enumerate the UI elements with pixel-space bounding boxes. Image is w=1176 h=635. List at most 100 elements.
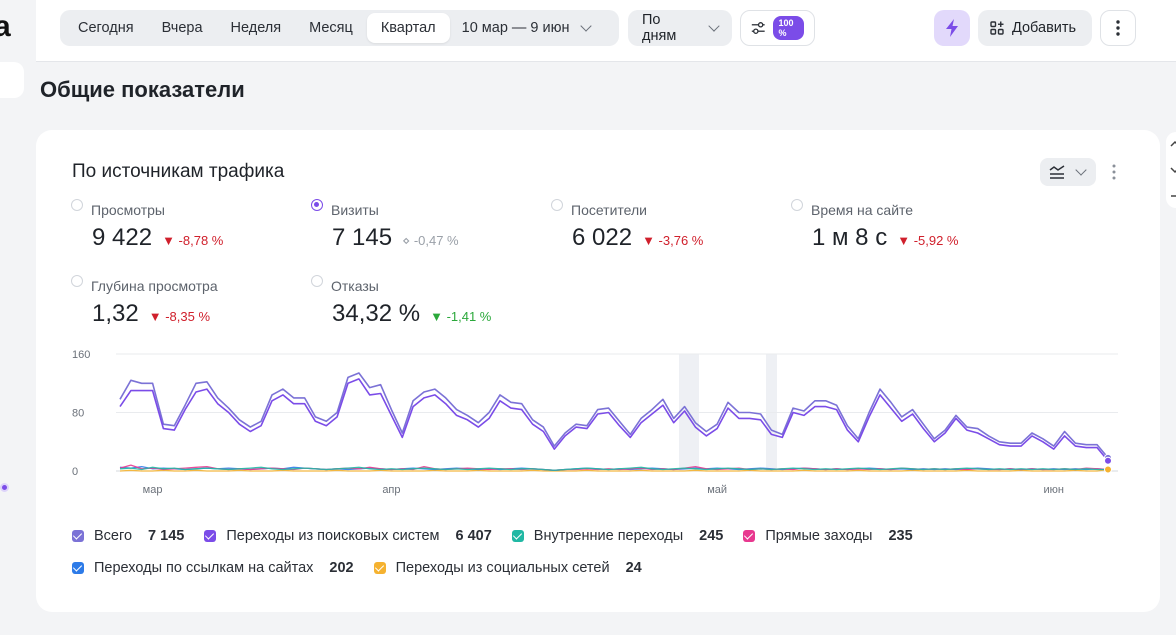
- metric-radio[interactable]: [71, 275, 83, 287]
- legend-item-search[interactable]: Переходы из поисковых систем 6 407: [204, 528, 492, 544]
- period-week-button[interactable]: Неделя: [230, 20, 282, 36]
- series-endpoint: [1104, 456, 1112, 465]
- chevron-icons: [1170, 140, 1176, 197]
- period-month-button[interactable]: Месяц: [309, 20, 353, 36]
- add-widget-button[interactable]: Добавить: [978, 10, 1092, 46]
- metric-radio[interactable]: [311, 275, 323, 287]
- metric-depth[interactable]: Глубина просмотра 1,32 ▼ -8,35 %: [71, 275, 292, 328]
- x-tick-label: апр: [382, 484, 400, 496]
- period-today-button[interactable]: Сегодня: [78, 20, 134, 36]
- metric-delta: ▼ -8,35 %: [148, 309, 211, 324]
- metric-delta: ⋄ -0,47 %: [402, 233, 459, 248]
- metric-label: Просмотры: [91, 202, 165, 218]
- legend-value: 202: [329, 560, 354, 576]
- metric-time-on-site[interactable]: Время на сайте 1 м 8 с ▼ -5,92 %: [791, 199, 1012, 252]
- metric-delta: ▼ -8,78 %: [162, 233, 224, 248]
- side-scroll-controls[interactable]: [1166, 132, 1176, 208]
- series-line: [119, 372, 1109, 459]
- legend-value: 245: [699, 528, 724, 544]
- chevron-down-icon: [708, 19, 720, 32]
- metric-value: 9 422: [92, 224, 153, 251]
- metric-radio-selected[interactable]: [311, 199, 323, 211]
- legend-item-referral[interactable]: Переходы по ссылкам на сайтах 202: [72, 560, 354, 576]
- legend-value: 6 407: [455, 528, 492, 544]
- metric-label: Время на сайте: [811, 202, 914, 218]
- metric-value: 1,32: [92, 300, 139, 327]
- metric-pageviews[interactable]: Просмотры 9 422 ▼ -8,78 %: [71, 199, 292, 252]
- report-toolbar: Сегодня Вчера Неделя Месяц Квартал 10 ма…: [36, 0, 1176, 62]
- legend-label: Переходы из поисковых систем: [226, 528, 440, 544]
- toolbar-more-button[interactable]: [1100, 10, 1136, 46]
- legend-value: 235: [888, 528, 913, 544]
- legend-label: Переходы из социальных сетей: [395, 560, 610, 576]
- grouping-label: По дням: [642, 12, 677, 44]
- add-widget-label: Добавить: [1012, 20, 1077, 36]
- legend-item-total[interactable]: Всего 7 145: [72, 528, 184, 544]
- metric-radio[interactable]: [71, 199, 83, 211]
- widget-more-button[interactable]: [1104, 160, 1124, 184]
- date-range-label: 10 мар — 9 июн: [461, 20, 570, 36]
- metric-delta: ▼ -1,41 %: [430, 309, 492, 324]
- legend-checkbox[interactable]: [72, 530, 84, 542]
- metric-delta: ▼ -3,76 %: [642, 233, 704, 248]
- chart-settings-icon: [1049, 165, 1065, 179]
- legend-checkbox[interactable]: [72, 562, 84, 574]
- period-selector: Сегодня Вчера Неделя Месяц Квартал 10 ма…: [60, 10, 619, 46]
- more-vertical-icon: [1116, 20, 1120, 36]
- legend-checkbox[interactable]: [743, 530, 756, 542]
- metric-bounce-rate[interactable]: Отказы 34,32 % ▼ -1,41 %: [311, 275, 532, 328]
- legend-value: 24: [625, 560, 642, 576]
- grouping-select[interactable]: По дням: [628, 10, 732, 46]
- metric-delta: ▼ -5,92 %: [897, 233, 959, 248]
- legend-checkbox[interactable]: [511, 530, 524, 542]
- sidebar-status-dot: [0, 483, 9, 492]
- sidebar-active-item[interactable]: [0, 62, 24, 98]
- x-tick-label: июн: [1043, 484, 1063, 496]
- legend-value: 7 145: [148, 528, 185, 544]
- period-quarter-button[interactable]: Квартал: [366, 13, 450, 43]
- quick-actions-button[interactable]: [934, 10, 970, 46]
- date-range-picker[interactable]: 10 мар — 9 июн: [450, 13, 600, 43]
- legend-checkbox[interactable]: [373, 562, 386, 574]
- lightning-icon: [946, 19, 958, 37]
- series-endpoint: [1104, 465, 1112, 474]
- metric-label: Отказы: [331, 278, 379, 294]
- metric-label: Посетители: [571, 202, 647, 218]
- metric-visitors[interactable]: Посетители 6 022 ▼ -3,76 %: [551, 199, 772, 252]
- legend-label: Внутренние переходы: [533, 528, 684, 544]
- legend-item-social[interactable]: Переходы из социальных сетей 24: [373, 560, 642, 576]
- legend-item-internal[interactable]: Внутренние переходы 245: [511, 528, 724, 544]
- x-tick-label: май: [707, 484, 727, 496]
- legend-checkbox[interactable]: [204, 530, 217, 542]
- legend-label: Переходы по ссылкам на сайтах: [94, 560, 314, 576]
- period-yesterday-button[interactable]: Вчера: [161, 20, 203, 36]
- page-title: Общие показатели: [40, 77, 245, 102]
- metric-radio[interactable]: [791, 199, 803, 211]
- metric-label: Глубина просмотра: [91, 278, 218, 294]
- chevron-down-icon: [579, 19, 592, 32]
- series-line: [119, 466, 1108, 471]
- metric-radio[interactable]: [551, 199, 563, 211]
- sidebar-logo-fragment: a: [0, 10, 11, 43]
- metric-value: 7 145: [332, 224, 393, 251]
- y-tick-label: 80: [72, 408, 84, 420]
- legend-label: Прямые заходы: [765, 528, 873, 544]
- more-vertical-icon: [1112, 164, 1116, 180]
- metric-label: Визиты: [331, 202, 379, 218]
- sampling-settings-button[interactable]: 100 %: [740, 10, 815, 46]
- traffic-chart[interactable]: 0 80 160 мар апр май июн: [36, 130, 1160, 510]
- chart-type-select[interactable]: [1040, 158, 1096, 186]
- chart-legend-row-2: Переходы по ссылкам на сайтах 202 Переход…: [72, 560, 662, 576]
- add-widget-icon: [990, 21, 1004, 35]
- series-line: [119, 378, 1109, 462]
- metric-visits[interactable]: Визиты 7 145 ⋄ -0,47 %: [311, 199, 532, 252]
- metric-value: 6 022: [572, 224, 633, 251]
- widget-title: По источникам трафика: [72, 161, 285, 182]
- legend-item-direct[interactable]: Прямые заходы 235: [743, 528, 913, 544]
- y-tick-label: 160: [72, 349, 90, 361]
- chart-legend-row-1: Всего 7 145 Переходы из поисковых систем 6…: [72, 528, 933, 544]
- sliders-icon: [751, 22, 765, 34]
- series-line: [119, 468, 1109, 472]
- x-tick-label: мар: [143, 484, 163, 496]
- left-sidebar-edge: a: [0, 0, 30, 635]
